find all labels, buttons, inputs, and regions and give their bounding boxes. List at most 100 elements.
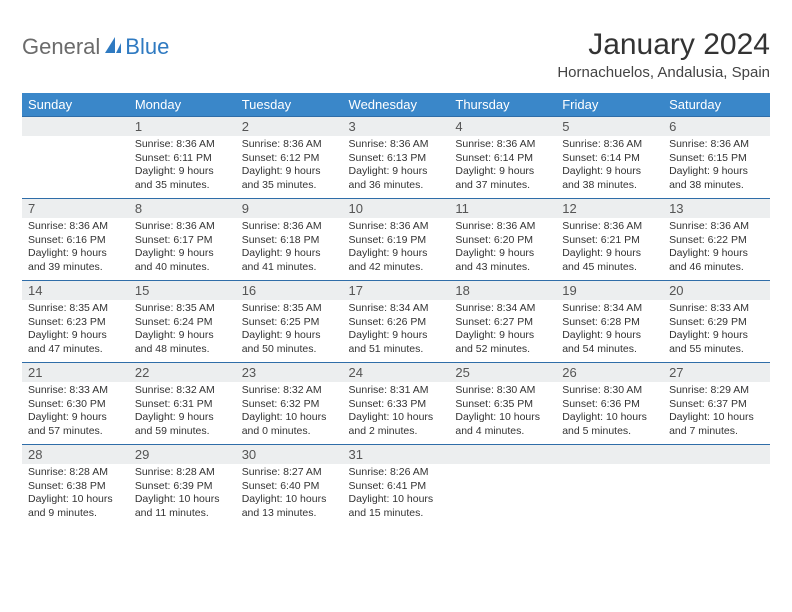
calendar-week-row: 28Sunrise: 8:28 AMSunset: 6:38 PMDayligh… [22, 445, 770, 527]
weekday-header: Thursday [449, 93, 556, 117]
calendar-day-cell: 26Sunrise: 8:30 AMSunset: 6:36 PMDayligh… [556, 363, 663, 445]
daylight-line: Daylight: 9 hours and 48 minutes. [135, 329, 230, 356]
daylight-line: Daylight: 9 hours and 38 minutes. [562, 165, 657, 192]
sunrise-line: Sunrise: 8:36 AM [455, 220, 550, 234]
calendar-day-cell: 2Sunrise: 8:36 AMSunset: 6:12 PMDaylight… [236, 117, 343, 199]
day-number: 20 [663, 281, 770, 300]
calendar-day-cell: 30Sunrise: 8:27 AMSunset: 6:40 PMDayligh… [236, 445, 343, 527]
weekday-header: Monday [129, 93, 236, 117]
daylight-line: Daylight: 9 hours and 57 minutes. [28, 411, 123, 438]
sunrise-line: Sunrise: 8:27 AM [242, 466, 337, 480]
daylight-line: Daylight: 9 hours and 38 minutes. [669, 165, 764, 192]
sunrise-line: Sunrise: 8:32 AM [242, 384, 337, 398]
calendar-day-cell: 21Sunrise: 8:33 AMSunset: 6:30 PMDayligh… [22, 363, 129, 445]
calendar-day-cell: 28Sunrise: 8:28 AMSunset: 6:38 PMDayligh… [22, 445, 129, 527]
sunset-line: Sunset: 6:39 PM [135, 480, 230, 494]
day-body: Sunrise: 8:27 AMSunset: 6:40 PMDaylight:… [236, 464, 343, 525]
sunrise-line: Sunrise: 8:26 AM [349, 466, 444, 480]
calendar-day-cell: 1Sunrise: 8:36 AMSunset: 6:11 PMDaylight… [129, 117, 236, 199]
month-title: January 2024 [557, 28, 770, 62]
daylight-line: Daylight: 9 hours and 55 minutes. [669, 329, 764, 356]
sunrise-line: Sunrise: 8:35 AM [28, 302, 123, 316]
day-number: 28 [22, 445, 129, 464]
daylight-line: Daylight: 9 hours and 47 minutes. [28, 329, 123, 356]
sunrise-line: Sunrise: 8:28 AM [28, 466, 123, 480]
calendar-day-cell: 29Sunrise: 8:28 AMSunset: 6:39 PMDayligh… [129, 445, 236, 527]
day-number: 12 [556, 199, 663, 218]
day-body: Sunrise: 8:36 AMSunset: 6:15 PMDaylight:… [663, 136, 770, 197]
sunrise-line: Sunrise: 8:33 AM [28, 384, 123, 398]
day-body: Sunrise: 8:30 AMSunset: 6:36 PMDaylight:… [556, 382, 663, 443]
day-body: Sunrise: 8:36 AMSunset: 6:20 PMDaylight:… [449, 218, 556, 279]
day-number: 31 [343, 445, 450, 464]
weekday-header: Sunday [22, 93, 129, 117]
daylight-line: Daylight: 10 hours and 2 minutes. [349, 411, 444, 438]
day-number: 30 [236, 445, 343, 464]
day-body: Sunrise: 8:36 AMSunset: 6:13 PMDaylight:… [343, 136, 450, 197]
calendar-table: SundayMondayTuesdayWednesdayThursdayFrid… [22, 93, 770, 527]
sunset-line: Sunset: 6:41 PM [349, 480, 444, 494]
logo: General Blue [22, 28, 169, 60]
day-number: 23 [236, 363, 343, 382]
sunset-line: Sunset: 6:24 PM [135, 316, 230, 330]
day-body: Sunrise: 8:35 AMSunset: 6:25 PMDaylight:… [236, 300, 343, 361]
weekday-header: Wednesday [343, 93, 450, 117]
day-body: Sunrise: 8:34 AMSunset: 6:26 PMDaylight:… [343, 300, 450, 361]
calendar-head: SundayMondayTuesdayWednesdayThursdayFrid… [22, 93, 770, 117]
day-body: Sunrise: 8:33 AMSunset: 6:30 PMDaylight:… [22, 382, 129, 443]
daylight-line: Daylight: 10 hours and 5 minutes. [562, 411, 657, 438]
logo-sail-icon [103, 35, 123, 55]
day-body: Sunrise: 8:36 AMSunset: 6:19 PMDaylight:… [343, 218, 450, 279]
day-body: Sunrise: 8:36 AMSunset: 6:22 PMDaylight:… [663, 218, 770, 279]
weekday-header: Saturday [663, 93, 770, 117]
sunrise-line: Sunrise: 8:28 AM [135, 466, 230, 480]
day-number: 9 [236, 199, 343, 218]
sunrise-line: Sunrise: 8:36 AM [455, 138, 550, 152]
daylight-line: Daylight: 9 hours and 46 minutes. [669, 247, 764, 274]
title-block: January 2024 Hornachuelos, Andalusia, Sp… [557, 28, 770, 81]
daylight-line: Daylight: 9 hours and 40 minutes. [135, 247, 230, 274]
day-number: 17 [343, 281, 450, 300]
day-body: Sunrise: 8:32 AMSunset: 6:32 PMDaylight:… [236, 382, 343, 443]
day-body: Sunrise: 8:32 AMSunset: 6:31 PMDaylight:… [129, 382, 236, 443]
sunrise-line: Sunrise: 8:32 AM [135, 384, 230, 398]
sunset-line: Sunset: 6:40 PM [242, 480, 337, 494]
calendar-day-cell: 19Sunrise: 8:34 AMSunset: 6:28 PMDayligh… [556, 281, 663, 363]
day-number: 29 [129, 445, 236, 464]
sunrise-line: Sunrise: 8:36 AM [28, 220, 123, 234]
day-number: 13 [663, 199, 770, 218]
sunset-line: Sunset: 6:31 PM [135, 398, 230, 412]
sunset-line: Sunset: 6:37 PM [669, 398, 764, 412]
daylight-line: Daylight: 10 hours and 7 minutes. [669, 411, 764, 438]
daylight-line: Daylight: 9 hours and 39 minutes. [28, 247, 123, 274]
calendar-day-cell: 7Sunrise: 8:36 AMSunset: 6:16 PMDaylight… [22, 199, 129, 281]
sunrise-line: Sunrise: 8:36 AM [669, 138, 764, 152]
logo-text-general: General [22, 34, 100, 60]
calendar-week-row: 1Sunrise: 8:36 AMSunset: 6:11 PMDaylight… [22, 117, 770, 199]
sunset-line: Sunset: 6:17 PM [135, 234, 230, 248]
day-number: 21 [22, 363, 129, 382]
sunset-line: Sunset: 6:23 PM [28, 316, 123, 330]
day-number: 24 [343, 363, 450, 382]
day-number: 4 [449, 117, 556, 136]
day-number: 8 [129, 199, 236, 218]
calendar-day-cell [556, 445, 663, 527]
calendar-day-cell: 11Sunrise: 8:36 AMSunset: 6:20 PMDayligh… [449, 199, 556, 281]
logo-text-blue: Blue [125, 34, 169, 60]
day-number-empty [663, 445, 770, 464]
sunrise-line: Sunrise: 8:36 AM [669, 220, 764, 234]
calendar-day-cell: 8Sunrise: 8:36 AMSunset: 6:17 PMDaylight… [129, 199, 236, 281]
calendar-week-row: 14Sunrise: 8:35 AMSunset: 6:23 PMDayligh… [22, 281, 770, 363]
calendar-day-cell: 3Sunrise: 8:36 AMSunset: 6:13 PMDaylight… [343, 117, 450, 199]
day-body: Sunrise: 8:36 AMSunset: 6:14 PMDaylight:… [449, 136, 556, 197]
sunset-line: Sunset: 6:16 PM [28, 234, 123, 248]
daylight-line: Daylight: 9 hours and 35 minutes. [242, 165, 337, 192]
sunset-line: Sunset: 6:25 PM [242, 316, 337, 330]
daylight-line: Daylight: 10 hours and 4 minutes. [455, 411, 550, 438]
calendar-week-row: 7Sunrise: 8:36 AMSunset: 6:16 PMDaylight… [22, 199, 770, 281]
day-number-empty [22, 117, 129, 136]
day-number: 27 [663, 363, 770, 382]
day-body: Sunrise: 8:26 AMSunset: 6:41 PMDaylight:… [343, 464, 450, 525]
day-number: 25 [449, 363, 556, 382]
daylight-line: Daylight: 9 hours and 59 minutes. [135, 411, 230, 438]
